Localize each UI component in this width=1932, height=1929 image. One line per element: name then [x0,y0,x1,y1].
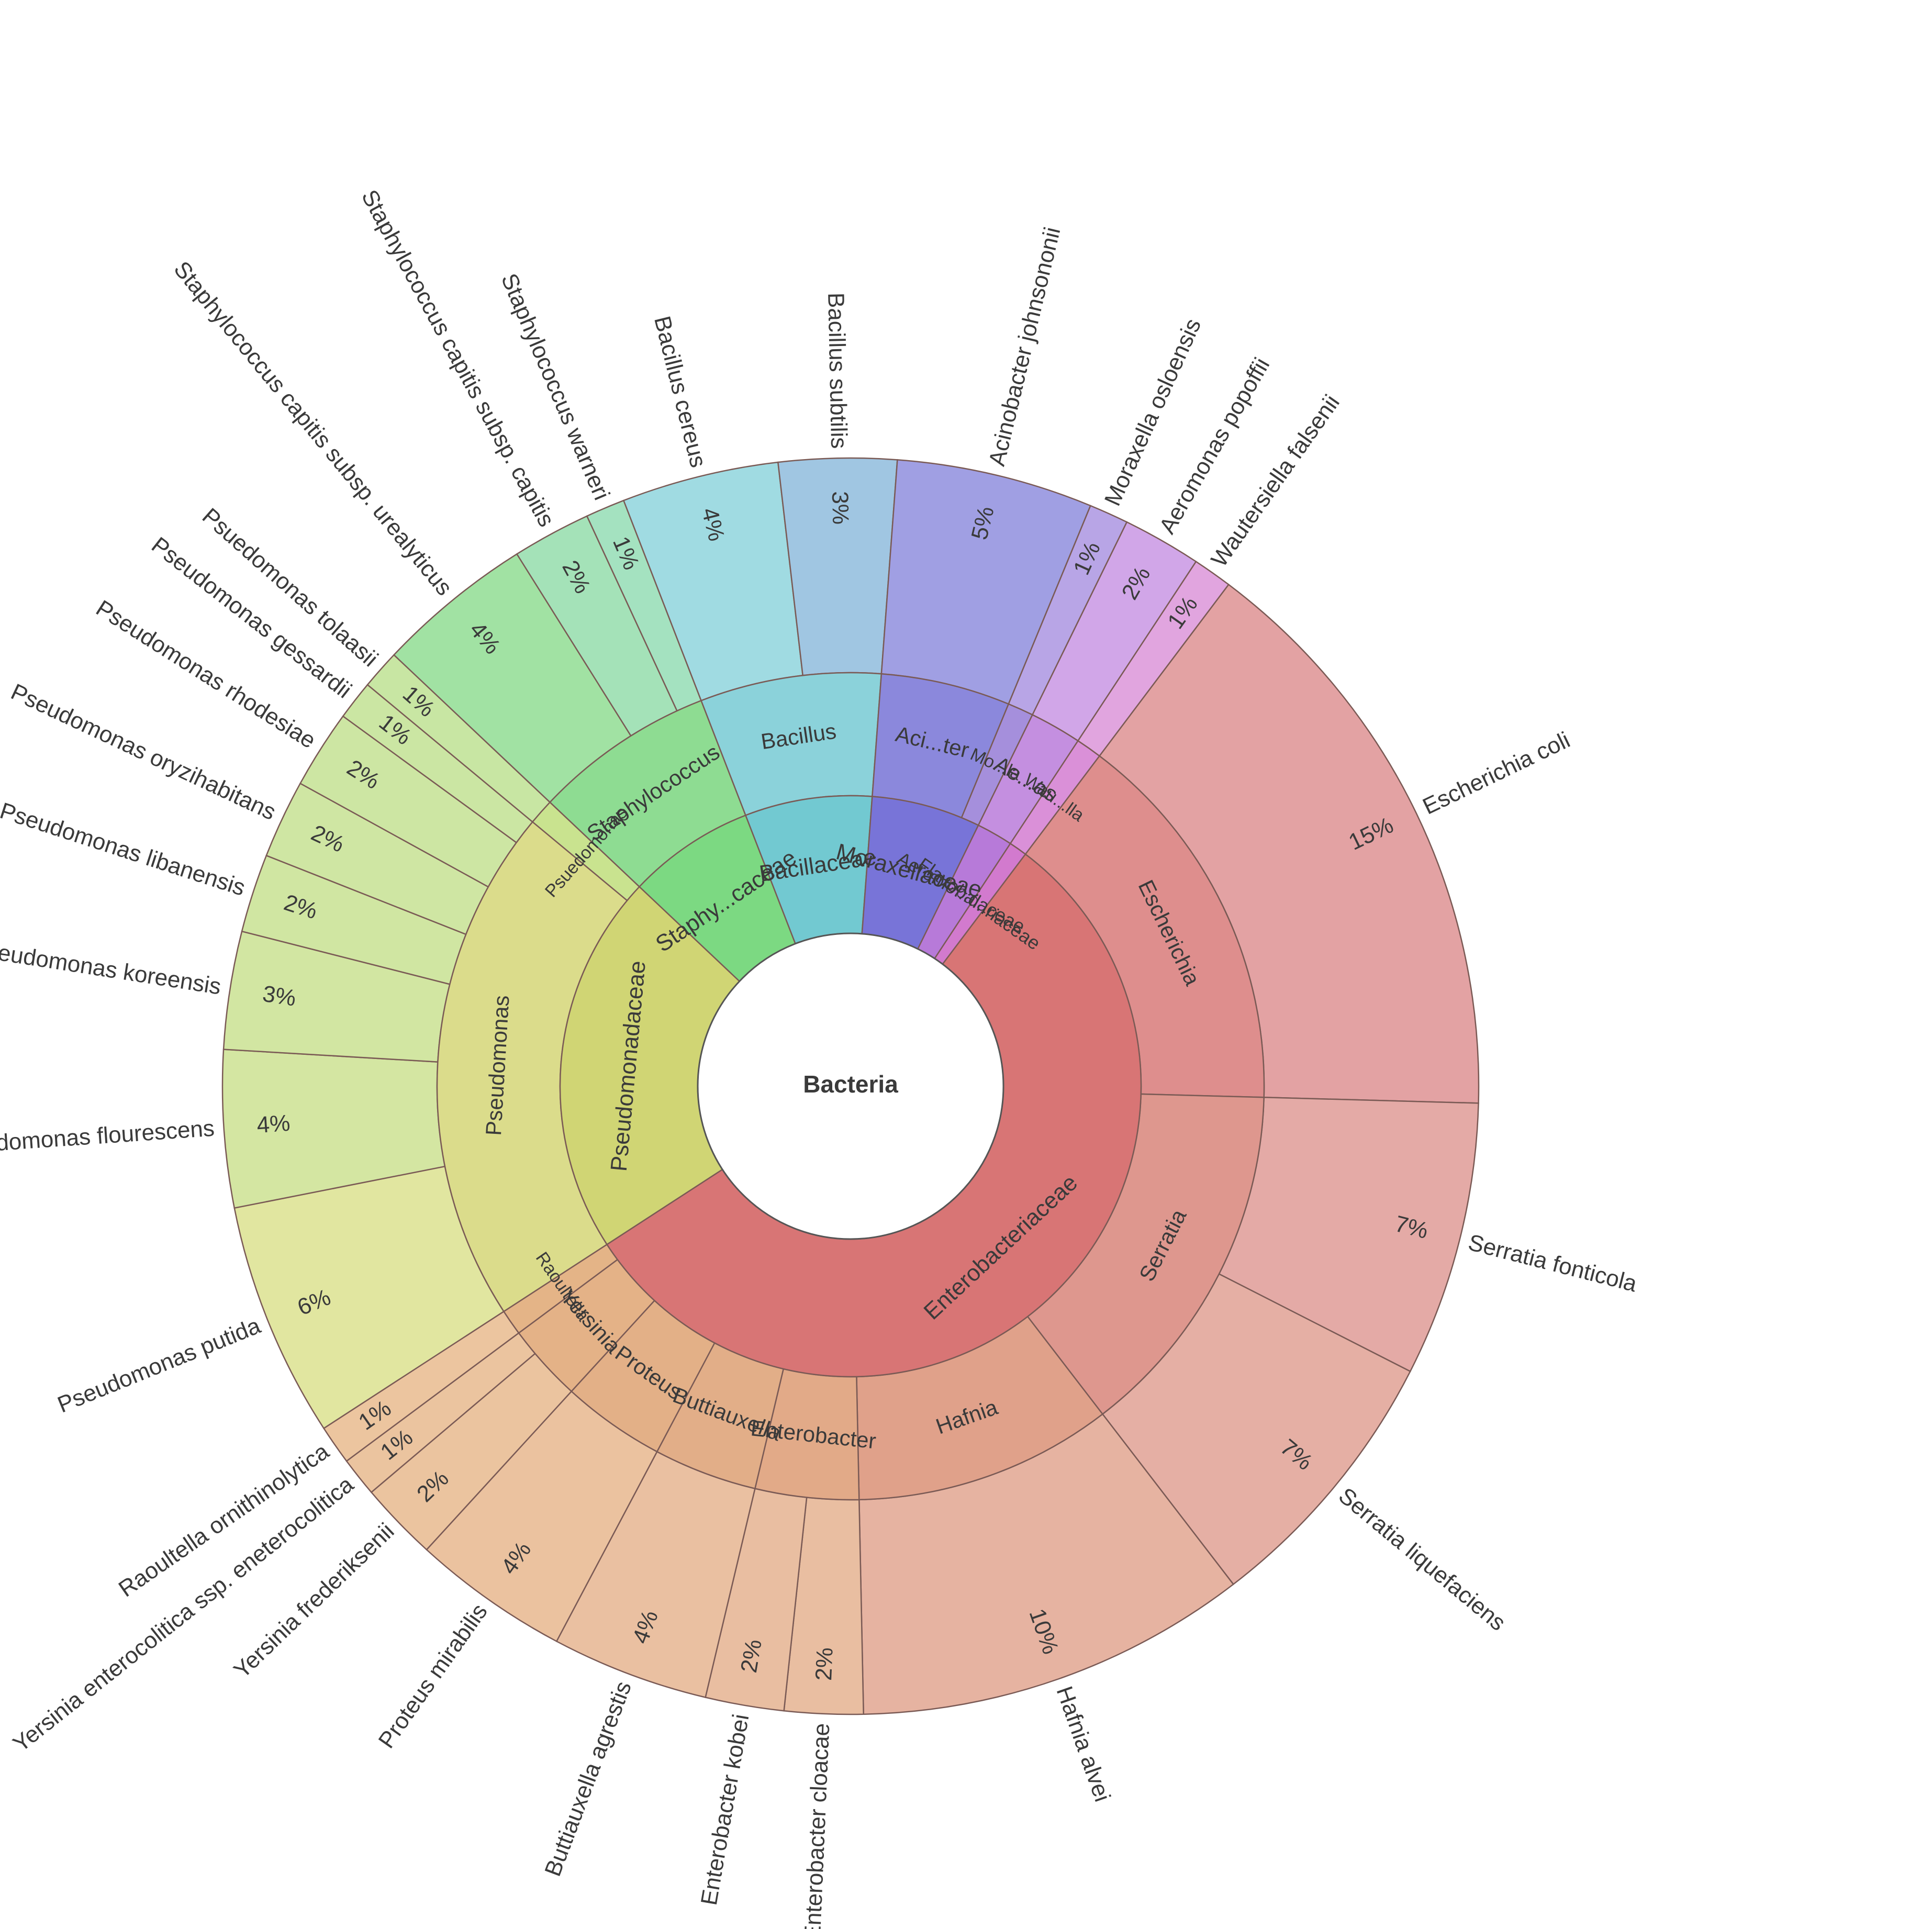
species-label-pseudomonas-flourescens: Pseudomonas flourescens [0,1116,215,1159]
species-label-acinobacter-johnsononii: Acinobacter johnsononii [984,225,1066,469]
species-label-pseudomonas-koreensis: Pseudomonas koreensis [0,935,223,999]
percent-label-enterobacter-kobei: 2% [736,1637,767,1675]
species-label-pseudomonas-libanensis: Pseudomonas libanensis [0,798,248,901]
percent-label-pseudomonas-flourescens: 4% [256,1110,291,1138]
species-label-enterobacter-cloacae: Enterobacter cloacae [800,1723,835,1929]
species-label-serratia-fonticola: Serratia fonticola [1466,1230,1640,1297]
center-disc [697,932,1004,1240]
species-label-pseudomonas-putida: Pseudomonas putida [54,1313,264,1418]
species-label-staphylococcus-capitis-subsp-urealyticus: Staphylococcus capitis subsp. urealyticu… [169,257,457,600]
percent-label-pseudomonas-koreensis: 3% [261,981,297,1011]
species-label-hafnia-alvei: Hafnia alvei [1051,1683,1115,1805]
species-label-enterobacter-kobei: Enterobacter kobei [696,1712,754,1907]
species-label-serratia-liquefaciens: Serratia liquefaciens [1334,1482,1511,1636]
species-label-bacillus-subtilis: Bacillus subtilis [823,292,852,449]
species-label-staphylococcus-capitis-subsp-capitis: Staphylococcus capitis subsp. capitis [356,186,560,531]
species-label-buttiauxella-agrestis: Buttiauxella agrestis [540,1678,636,1880]
percent-label-bacillus-subtilis: 3% [827,491,853,525]
percent-label-enterobacter-cloacae: 2% [811,1647,838,1681]
species-label-escherichia-coli: Escherichia coli [1419,727,1574,820]
center-label: Bacteria [803,1071,898,1098]
segments-layer [221,457,1480,1715]
species-label-proteus-mirabilis: Proteus mirabilis [373,1599,492,1753]
species-label-bacillus-cereus: Bacillus cereus [649,314,711,470]
